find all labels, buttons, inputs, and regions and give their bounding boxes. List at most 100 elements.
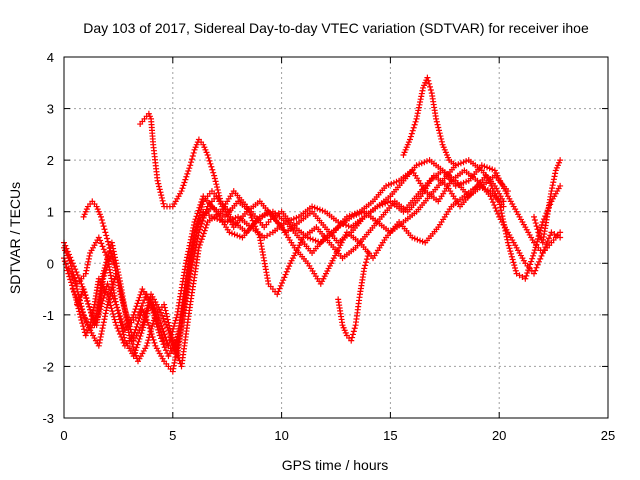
data-point: [193, 213, 200, 220]
data-point: [134, 300, 141, 307]
data-point: [362, 262, 369, 269]
data-point: [319, 207, 326, 214]
data-point: [123, 310, 130, 317]
data-point: [196, 241, 203, 248]
data-point: [531, 216, 538, 223]
data-point: [134, 321, 141, 328]
y-tick-label: -3: [42, 411, 54, 426]
data-point: [189, 258, 196, 265]
data-point: [121, 334, 128, 341]
data-point: [499, 216, 506, 223]
data-point: [132, 347, 139, 354]
data-point: [503, 233, 510, 240]
data-point: [383, 182, 390, 189]
data-point: [183, 257, 190, 264]
data-point: [111, 316, 118, 323]
data-point: [202, 224, 209, 231]
data-point: [419, 238, 426, 245]
data-point: [278, 279, 285, 286]
data-point: [157, 189, 164, 196]
data-point: [110, 310, 117, 317]
data-point: [157, 309, 164, 316]
data-point: [413, 162, 420, 169]
data-point: [423, 158, 430, 165]
data-point: [79, 309, 86, 316]
data-point: [544, 238, 551, 245]
data-point: [144, 339, 151, 346]
data-point: [69, 286, 76, 293]
data-point: [197, 201, 204, 208]
data-point: [532, 267, 539, 274]
data-point: [170, 345, 177, 352]
data-point: [222, 219, 229, 226]
data-point: [143, 342, 150, 349]
data-point: [418, 160, 425, 167]
data-point: [133, 303, 140, 310]
data-point: [201, 212, 208, 219]
data-point: [134, 311, 141, 318]
data-point: [236, 233, 243, 240]
data-point: [102, 310, 109, 317]
data-point: [187, 162, 194, 169]
data-point: [203, 206, 210, 213]
data-point: [463, 158, 470, 165]
data-point: [108, 305, 115, 312]
data-point: [164, 324, 171, 331]
data-point: [136, 315, 143, 322]
data-point: [353, 211, 360, 218]
data-point: [201, 227, 208, 234]
data-point: [425, 77, 432, 84]
data-point: [137, 333, 144, 340]
series-track-f: [74, 167, 511, 354]
data-point: [109, 254, 116, 261]
data-point: [538, 224, 545, 231]
data-point: [104, 235, 111, 242]
data-point: [99, 220, 106, 227]
data-point: [83, 267, 90, 274]
data-point: [72, 291, 79, 298]
data-point: [533, 223, 540, 230]
data-point: [285, 217, 292, 224]
data-point: [124, 316, 131, 323]
data-point: [156, 183, 163, 190]
data-point: [82, 270, 89, 277]
data-point: [481, 163, 488, 170]
data-point: [95, 234, 102, 241]
data-point: [121, 305, 128, 312]
data-point: [103, 232, 110, 239]
data-point: [163, 310, 170, 317]
data-point: [114, 276, 121, 283]
data-point: [363, 259, 370, 266]
data-point: [177, 325, 184, 332]
data-point: [497, 204, 504, 211]
data-point: [188, 264, 195, 271]
data-point: [484, 164, 491, 171]
data-point: [149, 305, 156, 312]
data-point: [552, 170, 559, 177]
data-point: [161, 318, 168, 325]
data-point: [100, 322, 107, 329]
data-point: [65, 251, 72, 258]
y-axis-label: SDTVAR / TECUs: [7, 182, 23, 294]
data-point: [216, 216, 223, 223]
data-point: [499, 213, 506, 220]
data-point: [385, 181, 392, 188]
data-point: [106, 244, 113, 251]
data-point: [86, 303, 93, 310]
data-point: [100, 275, 107, 282]
data-point: [234, 232, 241, 239]
data-point: [62, 242, 69, 249]
data-point: [361, 265, 368, 272]
data-point: [531, 249, 538, 256]
data-point: [504, 239, 511, 246]
data-point: [438, 138, 445, 145]
data-point: [156, 323, 163, 330]
data-point: [90, 304, 97, 311]
data-point: [143, 291, 150, 298]
data-point: [159, 331, 166, 338]
data-point: [85, 255, 92, 262]
data-point: [162, 307, 169, 314]
data-point: [194, 235, 201, 242]
data-point: [133, 323, 140, 330]
